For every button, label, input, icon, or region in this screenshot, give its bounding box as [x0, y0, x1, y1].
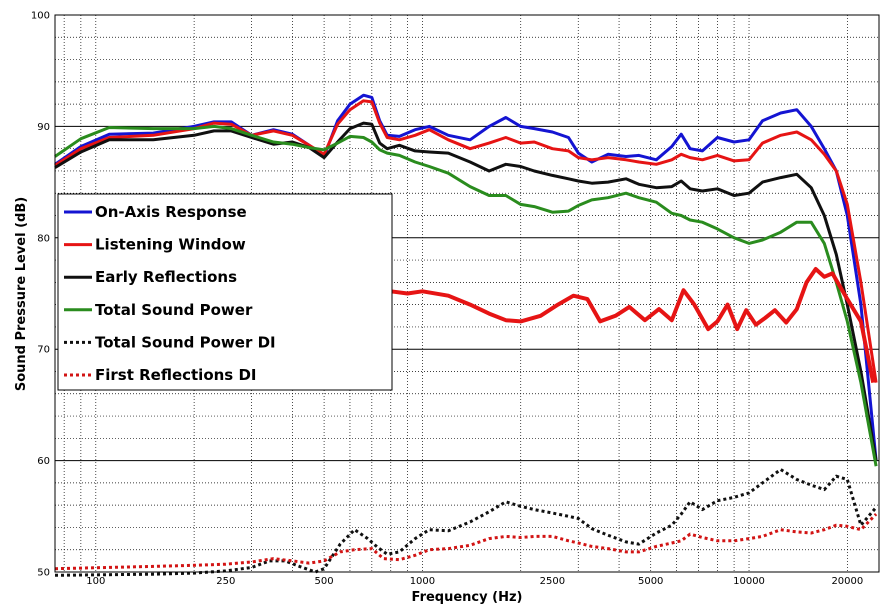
legend-label: Total Sound Power DI — [95, 333, 276, 351]
y-axis-label: Sound Pressure Level (dB) — [14, 197, 29, 391]
y-tick-label: 70 — [37, 345, 50, 356]
x-tick-label: 10000 — [733, 576, 765, 587]
series-lines — [54, 93, 878, 577]
legend: On-Axis Response Listening Window Early Re… — [57, 193, 393, 391]
x-tick-label: 5000 — [638, 576, 663, 587]
series-line-listening-window — [54, 99, 878, 383]
y-tick-label: 60 — [37, 456, 50, 467]
x-tick-label: 250 — [216, 576, 235, 587]
y-tick-label: 90 — [37, 122, 50, 133]
plot-frame — [54, 14, 880, 573]
legend-label: Early Reflections — [95, 268, 237, 286]
legend-label: First Reflections DI — [95, 366, 257, 384]
series-line-first-reflections-di — [54, 513, 878, 571]
legend-label: On-Axis Response — [95, 203, 247, 221]
series-line-total-sound-power-di — [54, 468, 878, 577]
series-line-total-sound-power — [54, 124, 878, 467]
x-tick-label: 500 — [315, 576, 334, 587]
legend-label: Listening Window — [95, 236, 246, 254]
x-tick-label: 2500 — [540, 576, 565, 587]
legend-label: Total Sound Power — [95, 301, 253, 319]
legend-box — [57, 193, 393, 391]
x-tick-label: 100 — [86, 576, 105, 587]
tick-labels: 100 250 500 1000 2500 5000 10000 20000 50 60 70 80 9… — [31, 11, 863, 588]
y-tick-label: 100 — [31, 11, 50, 22]
y-tick-label: 50 — [37, 568, 50, 579]
x-axis-label: Frequency (Hz) — [412, 590, 523, 605]
y-tick-label: 80 — [37, 233, 50, 244]
x-tick-label: 1000 — [410, 576, 435, 587]
x-tick-label: 20000 — [831, 576, 863, 587]
